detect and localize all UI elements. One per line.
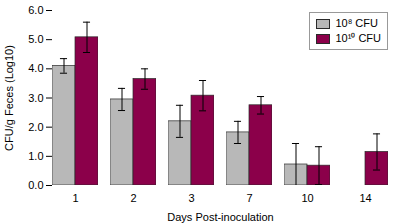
svg-text:7: 7: [246, 192, 252, 204]
svg-text:6.0: 6.0: [28, 4, 43, 16]
svg-text:14: 14: [359, 192, 371, 204]
svg-text:5.0: 5.0: [28, 33, 43, 45]
svg-text:CFU/g Feces (Log10): CFU/g Feces (Log10): [3, 45, 15, 151]
svg-text:4.0: 4.0: [28, 62, 43, 74]
svg-text:1: 1: [72, 192, 78, 204]
svg-text:2.0: 2.0: [28, 121, 43, 133]
svg-text:2: 2: [130, 192, 136, 204]
html-text:10¹⁰ CFU: 10¹⁰ CFU: [335, 32, 381, 44]
svg-text:3.0: 3.0: [28, 92, 43, 104]
html-text:10⁸ CFU: 10⁸ CFU: [335, 17, 378, 29]
svg-text:Days Post-inoculation: Days Post-inoculation: [167, 211, 273, 223]
svg-text:3: 3: [188, 192, 194, 204]
svg-text:10: 10: [301, 192, 313, 204]
svg-text:1.0: 1.0: [28, 150, 43, 162]
svg-text:0.0: 0.0: [28, 179, 43, 191]
